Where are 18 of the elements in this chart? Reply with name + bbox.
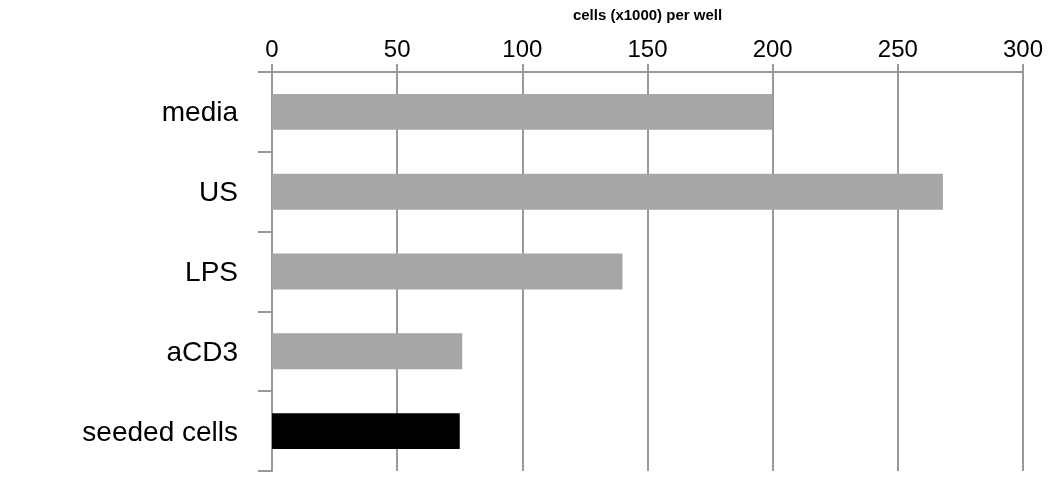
x-tick-label: 300 (1002, 34, 1044, 62)
x-tick-label: 0 (265, 34, 279, 62)
x-tick-label: 250 (877, 34, 918, 62)
bar (272, 173, 943, 210)
y-tick-label: aCD3 (166, 335, 238, 367)
x-tick-label: 200 (752, 34, 793, 62)
x-tick-label: 150 (627, 34, 668, 62)
y-tick-label: US (199, 176, 238, 208)
x-axis-title: cells (x1000) per well (572, 6, 723, 23)
bar (272, 93, 773, 130)
y-tick-label: seeded cells (82, 415, 238, 447)
bar (272, 253, 623, 290)
bar (272, 333, 463, 370)
y-tick-label: media (161, 96, 239, 128)
bar (272, 413, 460, 450)
x-tick-label: 50 (383, 34, 411, 62)
y-tick-label: LPS (185, 256, 238, 287)
x-tick-label: 100 (502, 34, 543, 62)
